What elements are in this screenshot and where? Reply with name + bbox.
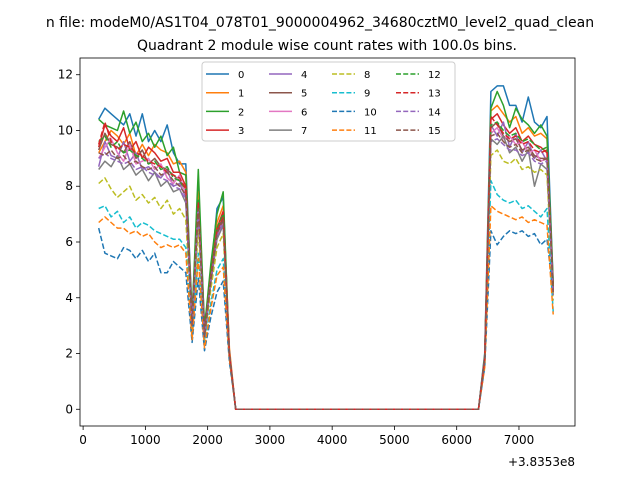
x-tick-label: 6000: [441, 433, 472, 447]
series-line-15: [98, 132, 554, 411]
legend-box: [201, 61, 456, 142]
legend-label-6: 6: [301, 107, 307, 118]
y-tick-label: 0: [65, 402, 73, 416]
legend-label-4: 4: [301, 70, 307, 81]
legend-label-2: 2: [238, 107, 244, 118]
series-line-9: [98, 179, 554, 411]
legend-label-13: 13: [428, 89, 441, 100]
x-tick-label: 0: [79, 433, 87, 447]
x-tick-label: 3000: [255, 433, 286, 447]
x-tick-label: 4000: [317, 433, 348, 447]
legend-label-1: 1: [238, 89, 244, 100]
legend-label-0: 0: [238, 70, 244, 81]
y-tick-label: 2: [65, 347, 73, 361]
x-tick-label: 1000: [130, 433, 161, 447]
legend-label-8: 8: [364, 70, 370, 81]
series-line-12: [98, 121, 554, 411]
legend-label-3: 3: [238, 126, 244, 137]
legend-label-10: 10: [364, 107, 377, 118]
legend-label-9: 9: [364, 89, 370, 100]
y-tick-label: 12: [58, 68, 73, 82]
legend-label-5: 5: [301, 89, 307, 100]
legend-label-11: 11: [364, 126, 377, 137]
x-tick-label: 5000: [379, 433, 410, 447]
series-line-14: [98, 138, 554, 411]
legend-label-7: 7: [301, 126, 307, 137]
figure-suptitle: n file: modeM0/AS1T04_078T01_9000004962_…: [46, 15, 594, 31]
series-line-2: [98, 90, 554, 411]
y-axis: 0 2 4 6 8 10 12: [58, 68, 80, 416]
x-axis: 0 1000 2000 3000 4000 5000 6000 7000: [79, 426, 534, 447]
series-layer: [97, 85, 554, 411]
y-tick-label: 8: [65, 179, 73, 193]
series-line-8: [98, 149, 554, 411]
x-tick-label: 2000: [192, 433, 223, 447]
chart-title: Quadrant 2 module wise count rates with …: [137, 38, 517, 54]
series-line-13: [97, 115, 554, 411]
series-line-10: [97, 227, 554, 411]
x-offset-label: +3.8353e8: [508, 455, 575, 469]
legend-label-12: 12: [428, 70, 441, 81]
y-tick-label: 6: [65, 235, 73, 249]
x-tick-label: 7000: [504, 433, 535, 447]
legend-label-15: 15: [428, 126, 441, 137]
series-line-11: [98, 205, 554, 411]
y-tick-label: 4: [65, 291, 73, 305]
legend-label-14: 14: [428, 107, 441, 118]
y-tick-label: 10: [58, 123, 73, 137]
